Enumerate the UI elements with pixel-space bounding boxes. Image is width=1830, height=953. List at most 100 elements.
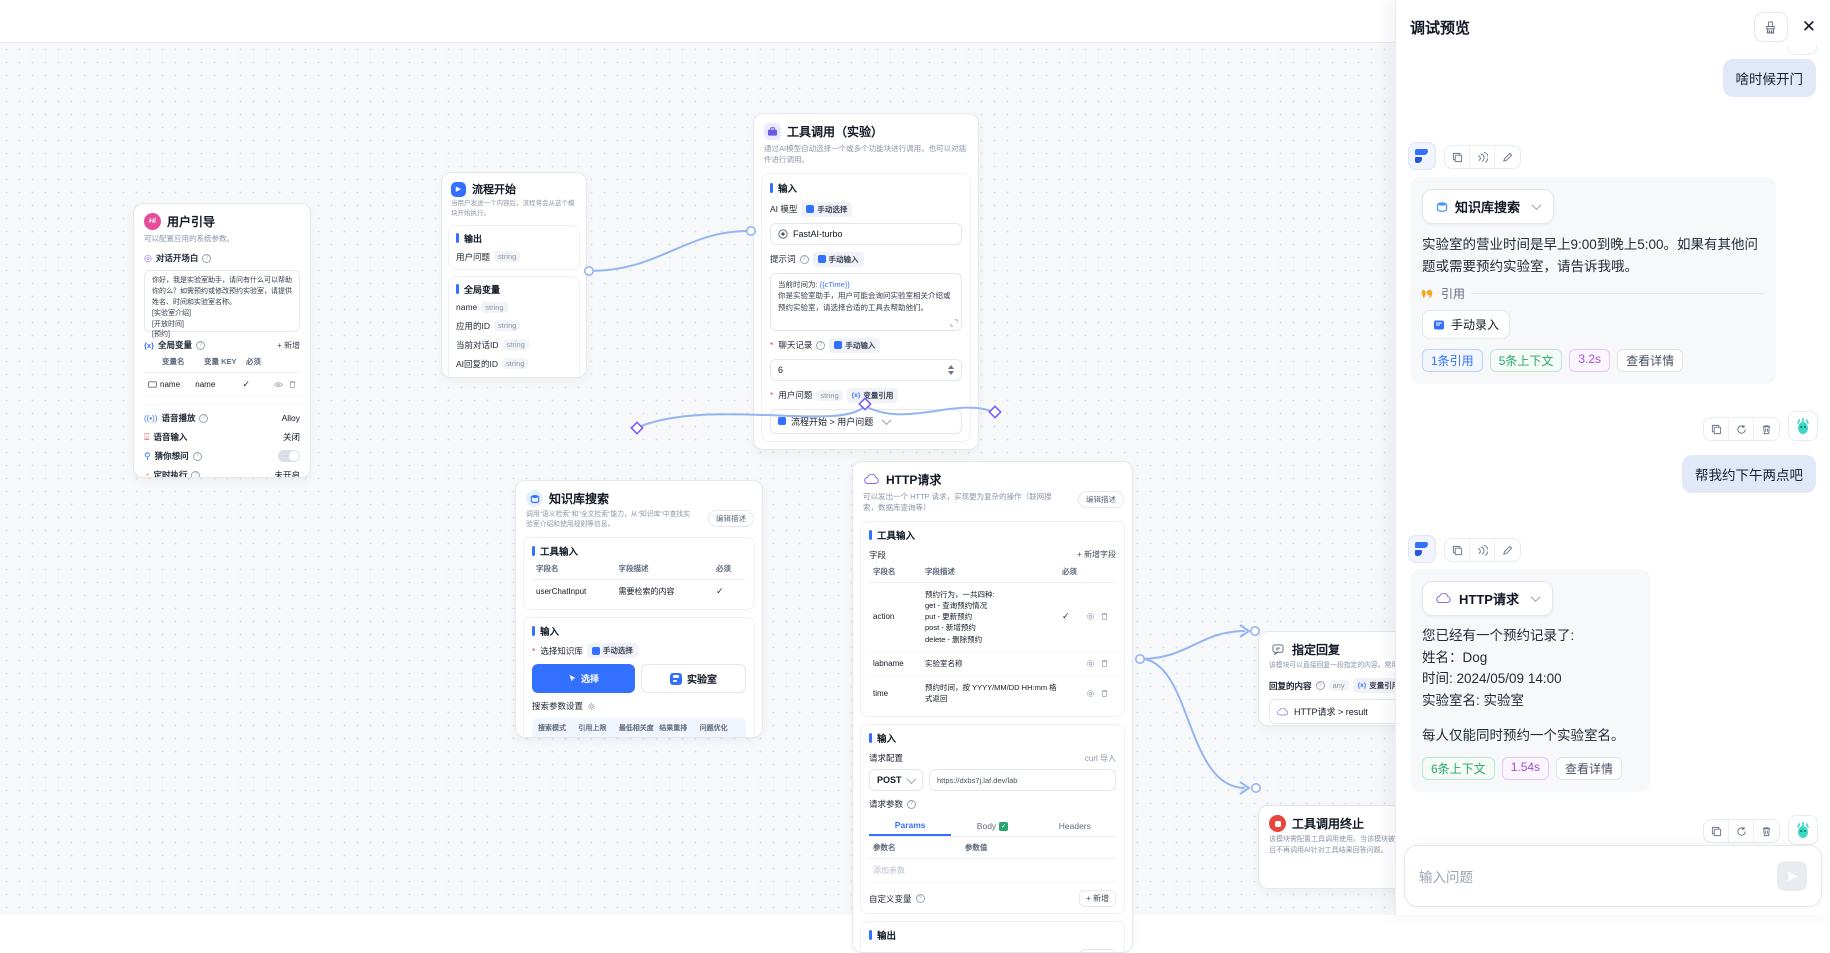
trash-icon[interactable] (1754, 820, 1779, 842)
stt-value[interactable]: 关闭 (282, 432, 300, 443)
view-detail-button[interactable]: 查看详情 (1556, 756, 1623, 780)
user-avatar[interactable] (1788, 815, 1818, 845)
assistant-avatar[interactable] (1408, 142, 1436, 170)
node-kb-search[interactable]: 知识库搜索 调用"语义检索"和"全文检索"能力，从"知识库"中查找实验室介绍和使… (515, 480, 763, 738)
node-desc: 当用户发送一个内容后，流程将会从这个模块开始执行。 (451, 200, 575, 217)
fastgpt-logo-icon (1414, 148, 1430, 164)
gear-icon[interactable] (1086, 612, 1095, 621)
retry-icon[interactable] (1729, 418, 1754, 440)
message-toolbar (1703, 819, 1780, 843)
copy-icon[interactable] (1445, 539, 1470, 561)
add-custom-output-button[interactable]: + 新增 (1079, 949, 1116, 952)
add-custom-var-button[interactable]: + 新增 (1079, 890, 1116, 908)
add-field-button[interactable]: + 新增字段 (1077, 550, 1116, 559)
input-type-icon (148, 381, 157, 388)
sound-icon[interactable] (1470, 146, 1495, 168)
node-tool-call[interactable]: 工具调用（实验） 通过AI模型自动选择一个或多个功能块进行调用，也可以对插件进行… (753, 113, 979, 450)
copy-icon[interactable] (1704, 820, 1729, 842)
close-icon[interactable]: ✕ (1801, 17, 1816, 36)
copy-icon[interactable] (1704, 418, 1729, 440)
select-kb-button[interactable]: 选择 (532, 664, 635, 694)
trash-icon[interactable] (1100, 612, 1109, 621)
question-ref-select[interactable]: 流程开始 > 用户问题 (770, 408, 962, 434)
stepper-arrows[interactable] (948, 364, 954, 375)
node-http-request[interactable]: HTTP请求 可以发出一个 HTTP 请求，实现更为复杂的操作（联网搜索，数据库… (852, 461, 1133, 953)
node-flow-start[interactable]: ▶ 流程开始 当用户发送一个内容后，流程将会从这个模块开始执行。 输出 用户问题… (441, 172, 587, 378)
required-check-icon: ✓ (242, 379, 251, 390)
field-desc: 需要检索的内容 (618, 587, 675, 597)
method-select[interactable]: POST (869, 769, 923, 792)
kb-dataset-button[interactable]: 实验室 (641, 664, 746, 694)
assistant-avatar[interactable] (1408, 535, 1436, 563)
reply-icon (1269, 641, 1286, 658)
info-icon: ? (192, 451, 202, 461)
section-input: 输入 (532, 624, 746, 638)
required-check-icon: ✓ (716, 586, 724, 597)
user-message: 啥时候开门 (1722, 59, 1816, 97)
tool-run-dropdown[interactable]: HTTP请求 (1422, 581, 1553, 616)
global-var: 应用的ID (456, 320, 491, 331)
clipped-avatar (1787, 46, 1817, 55)
gear-icon[interactable] (1086, 659, 1095, 668)
panel-title: 调试预览 (1410, 19, 1471, 37)
trash-icon[interactable] (1754, 418, 1779, 440)
opening-textarea[interactable]: 你好，我是实验室助手，请问有什么可以帮助你的么？如需预约或修改预约实验室，请提供… (144, 270, 300, 338)
duration-chip[interactable]: 1.54s (1501, 756, 1550, 780)
edit-desc-button[interactable]: 编辑描述 (1078, 491, 1124, 508)
col-field-name: 字段名 (873, 566, 896, 576)
duration-chip[interactable]: 3.2s (1569, 349, 1611, 373)
quote-count-chip[interactable]: 1条引用 (1422, 349, 1483, 373)
clear-history-button[interactable] (1753, 12, 1788, 42)
tab-body[interactable]: Body ✓ (976, 821, 1009, 832)
edit-desc-button[interactable]: 编辑描述 (708, 510, 754, 527)
url-input[interactable]: https://dxbs7j.laf.dev/lab (929, 769, 1116, 792)
prompt-textarea[interactable]: 当前时间为: {{cTime}} 你是实验室助手，用户可能会询问实验室相关介绍或… (770, 272, 962, 331)
trash-icon[interactable] (1100, 689, 1109, 698)
history-value: 6 (778, 364, 784, 375)
expand-icon[interactable] (950, 318, 958, 327)
chat-area: 啥时候开门 知识库搜索 实验室的营业时间是早上9:00到晚上5:00。如果有其他… (1396, 46, 1830, 848)
view-detail-button[interactable]: 查看详情 (1617, 349, 1684, 373)
model-icon (778, 228, 788, 239)
method-value: POST (877, 775, 902, 786)
edit-icon[interactable] (1495, 146, 1520, 168)
guess-toggle[interactable] (278, 450, 300, 463)
curl-import-button[interactable]: curl 导入 (1084, 753, 1116, 763)
cursor-icon (569, 675, 576, 682)
retry-icon[interactable] (1729, 820, 1754, 842)
trash-icon[interactable] (288, 380, 297, 389)
history-count-stepper[interactable]: 6 (770, 358, 962, 381)
col-field-desc: 字段描述 (925, 566, 955, 576)
settings-icon[interactable] (587, 702, 596, 711)
add-variable-button[interactable]: + 新增 (277, 340, 300, 350)
eye-icon[interactable] (274, 380, 283, 389)
context-count-chip[interactable]: 5条上下文 (1489, 349, 1563, 373)
gear-icon[interactable] (1086, 689, 1095, 698)
trash-icon[interactable] (1100, 659, 1109, 668)
type-tag: any (1328, 680, 1349, 692)
sound-icon[interactable] (1470, 539, 1495, 561)
model-select[interactable]: FastAI-turbo (770, 222, 962, 245)
tab-headers[interactable]: Headers (1058, 821, 1091, 832)
tts-value[interactable]: Alloy (281, 413, 300, 424)
assistant-message-card: 知识库搜索 实验室的营业时间是早上9:00到晚上5:00。如果有其他问题或需要预… (1410, 177, 1776, 385)
user-avatar[interactable] (1788, 411, 1818, 441)
manual-input-badge: 手动输入 (812, 251, 864, 267)
node-user-guide[interactable]: Hi 用户引导 可以配置应用的系统参数。 ◎ 对话开场白 ? 你好，我是实验室助… (133, 203, 311, 478)
global-var: name (456, 302, 478, 312)
send-button[interactable] (1777, 861, 1807, 891)
copy-icon[interactable] (1445, 146, 1470, 168)
chat-input[interactable]: 输入问题 (1404, 845, 1822, 907)
flow-start-icon: ▶ (451, 181, 466, 197)
tool-run-dropdown[interactable]: 知识库搜索 (1422, 189, 1555, 224)
quote-source[interactable]: 手动录入 (1422, 310, 1511, 340)
add-param-row[interactable]: 添加参数 (869, 859, 1116, 884)
schedule-value[interactable]: 未开启 (274, 470, 300, 478)
type-tag: string (816, 389, 843, 401)
assistant-text-line: 时间: 2024/05/09 14:00 (1422, 671, 1562, 687)
required-mark: * (770, 340, 774, 350)
edit-icon[interactable] (1495, 539, 1520, 561)
context-count-chip[interactable]: 6条上下文 (1422, 756, 1495, 780)
var-name: name (160, 380, 181, 390)
tab-params[interactable]: Params (869, 816, 952, 837)
